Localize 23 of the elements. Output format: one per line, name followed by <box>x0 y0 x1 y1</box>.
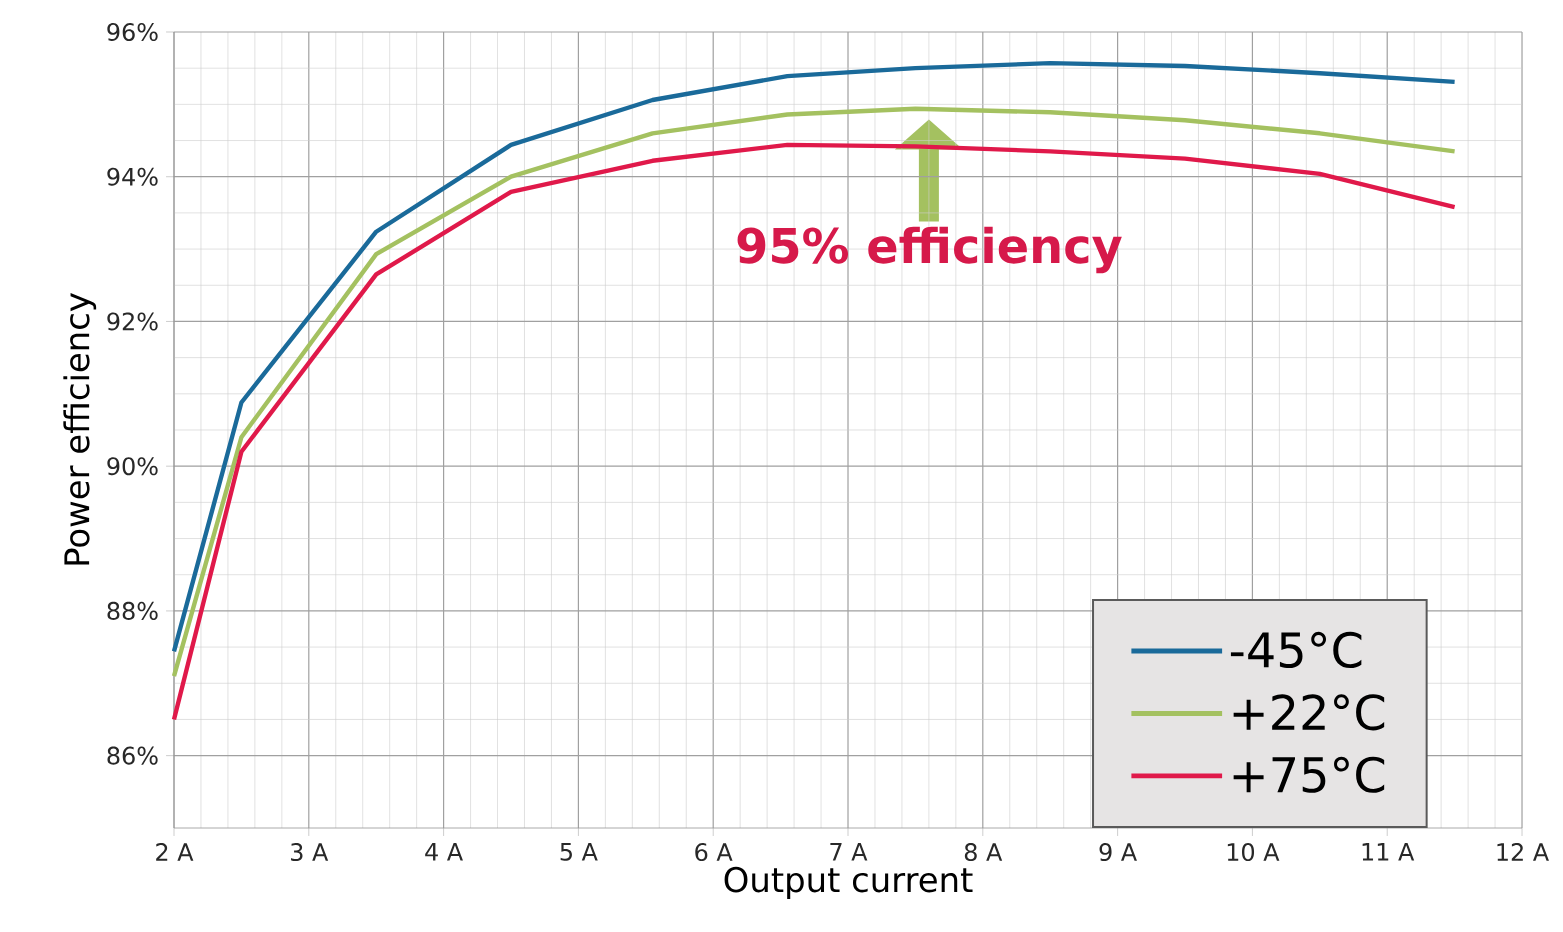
y-tick-label: 90% <box>107 457 158 476</box>
x-tick-label: 10 A <box>1227 843 1280 862</box>
y-axis-title: Power efficiency <box>63 293 97 565</box>
x-tick-label: 5 A <box>560 843 598 861</box>
x-tick-label: 3 A <box>291 843 329 862</box>
y-tick-label: 92% <box>107 312 158 331</box>
x-tick-label: 2 A <box>156 843 194 861</box>
legend-label: +22°C <box>1233 694 1385 731</box>
legend-label: +75°C <box>1233 756 1385 793</box>
annotation: 95% efficiency <box>737 226 1122 274</box>
x-tick-label: 7 A <box>830 843 868 861</box>
x-tick-label: 4 A <box>425 843 463 861</box>
y-tick-label: 94% <box>107 167 158 186</box>
x-tick-label: 9 A <box>1099 843 1137 862</box>
x-axis-title: Output current <box>724 866 973 899</box>
y-tick-label: 86% <box>107 746 158 765</box>
y-tick-label: 96% <box>107 22 158 42</box>
x-tick-label: 8 A <box>964 843 1003 862</box>
x-tick-label: 6 A <box>695 843 733 862</box>
legend-label: -45°C <box>1230 631 1362 669</box>
x-tick-label: 12 A <box>1497 843 1549 861</box>
y-tick-label: 88% <box>107 601 158 620</box>
x-tick-label: 11 A <box>1362 843 1415 861</box>
